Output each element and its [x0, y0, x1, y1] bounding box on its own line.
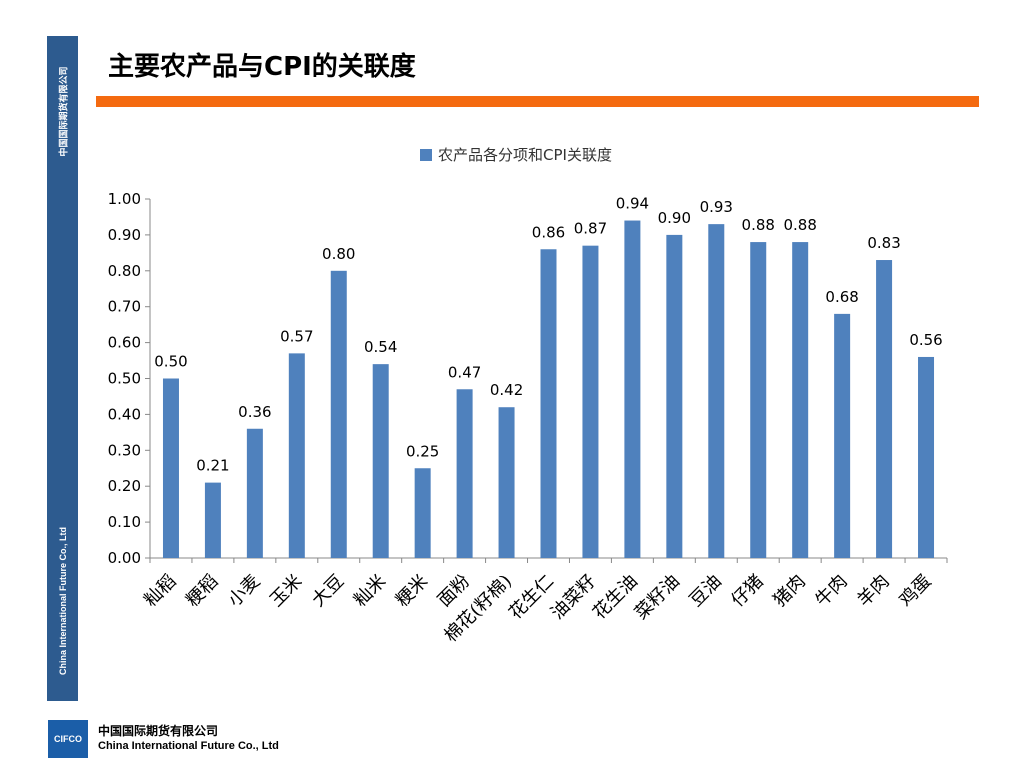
bar — [624, 220, 641, 559]
y-tick-label: 0.70 — [108, 298, 141, 316]
bar — [330, 270, 347, 558]
y-tick-label: 0.10 — [108, 513, 141, 531]
x-tick-label: 玉米 — [266, 571, 306, 611]
bar — [834, 313, 851, 558]
bar — [666, 234, 683, 558]
data-label: 0.50 — [154, 353, 187, 371]
x-tick-label: 粳稻 — [182, 571, 222, 611]
data-label: 0.88 — [742, 216, 775, 234]
x-tick-label: 鸡蛋 — [895, 571, 935, 611]
bar-chart: 0.00 0.10 0.20 0.30 0.40 0.50 0.60 0.70 0.80 0.90… — [108, 190, 948, 646]
x-tick-label: 籼米 — [350, 571, 390, 611]
bar — [456, 389, 473, 558]
data-label: 0.90 — [658, 209, 691, 227]
data-label: 0.25 — [406, 442, 439, 460]
data-label: 0.87 — [574, 220, 607, 238]
x-tick-label: 大豆 — [308, 571, 348, 611]
data-label: 0.80 — [322, 245, 355, 263]
chart-legend: 农产品各分项和CPI关联度 — [420, 144, 612, 165]
title-accent-rule — [96, 96, 979, 107]
footer-company-en: China International Future Co., Ltd — [98, 740, 279, 752]
data-label: 0.42 — [490, 381, 523, 399]
footer-company-cn: 中国国际期货有限公司 — [98, 724, 219, 738]
x-tick-label: 仔猪 — [727, 571, 767, 611]
x-tick-label: 羊肉 — [853, 571, 893, 611]
footer: CIFCO 中国国际期货有限公司 China International Fut… — [0, 712, 1024, 768]
x-tick-label: 花生油 — [589, 571, 642, 624]
data-label: 0.88 — [783, 216, 816, 234]
x-tick-label: 猪肉 — [769, 571, 809, 611]
bar — [540, 249, 557, 558]
bar — [708, 224, 725, 558]
bar — [204, 482, 221, 558]
y-tick-label: 0.90 — [108, 226, 141, 244]
x-tick-label: 花生仁 — [505, 571, 558, 624]
bar — [162, 378, 179, 558]
x-tick-label: 籼稻 — [140, 571, 180, 611]
slide-title: 主要农产品与CPI的关联度 — [108, 52, 416, 82]
data-label: 0.68 — [825, 288, 858, 306]
legend-swatch — [420, 148, 432, 161]
x-tick-label: 菜籽油 — [631, 571, 684, 624]
bar — [288, 353, 305, 558]
bar — [246, 428, 263, 558]
y-tick-label: 0.30 — [108, 441, 141, 459]
data-label: 0.36 — [238, 403, 271, 421]
y-tick-label: 0.20 — [108, 477, 141, 495]
data-label: 0.94 — [616, 195, 649, 213]
x-tick-label: 牛肉 — [811, 571, 851, 611]
bar — [582, 245, 599, 559]
y-tick-label: 0.00 — [108, 549, 141, 567]
data-label: 0.47 — [448, 363, 481, 381]
data-label: 0.86 — [532, 223, 565, 241]
bar — [918, 356, 935, 558]
bar — [876, 260, 893, 558]
x-tick-label: 油菜籽 — [547, 571, 600, 624]
y-tick-label: 0.50 — [108, 370, 141, 388]
y-tick-label: 0.80 — [108, 262, 141, 280]
x-tick-label: 粳米 — [392, 571, 432, 611]
data-label: 0.93 — [700, 198, 733, 216]
data-label: 0.83 — [867, 234, 900, 252]
x-tick-label: 小麦 — [224, 571, 264, 611]
sidebar: 中国国际期货有限公司 China International Future Co… — [47, 36, 78, 701]
bar — [414, 468, 431, 558]
data-label: 0.21 — [196, 457, 229, 475]
bar — [372, 364, 389, 558]
legend-label: 农产品各分项和CPI关联度 — [438, 146, 612, 164]
bar — [750, 242, 767, 558]
bar — [792, 242, 809, 558]
y-tick-label: 0.40 — [108, 405, 141, 423]
data-label: 0.56 — [909, 331, 942, 349]
cifco-logo: CIFCO — [48, 720, 88, 758]
data-label: 0.57 — [280, 327, 313, 345]
y-tick-label: 0.60 — [108, 334, 141, 352]
y-tick-label: 1.00 — [108, 190, 141, 208]
data-label: 0.54 — [364, 338, 397, 356]
x-tick-label: 豆油 — [686, 571, 726, 611]
bar — [498, 407, 515, 558]
